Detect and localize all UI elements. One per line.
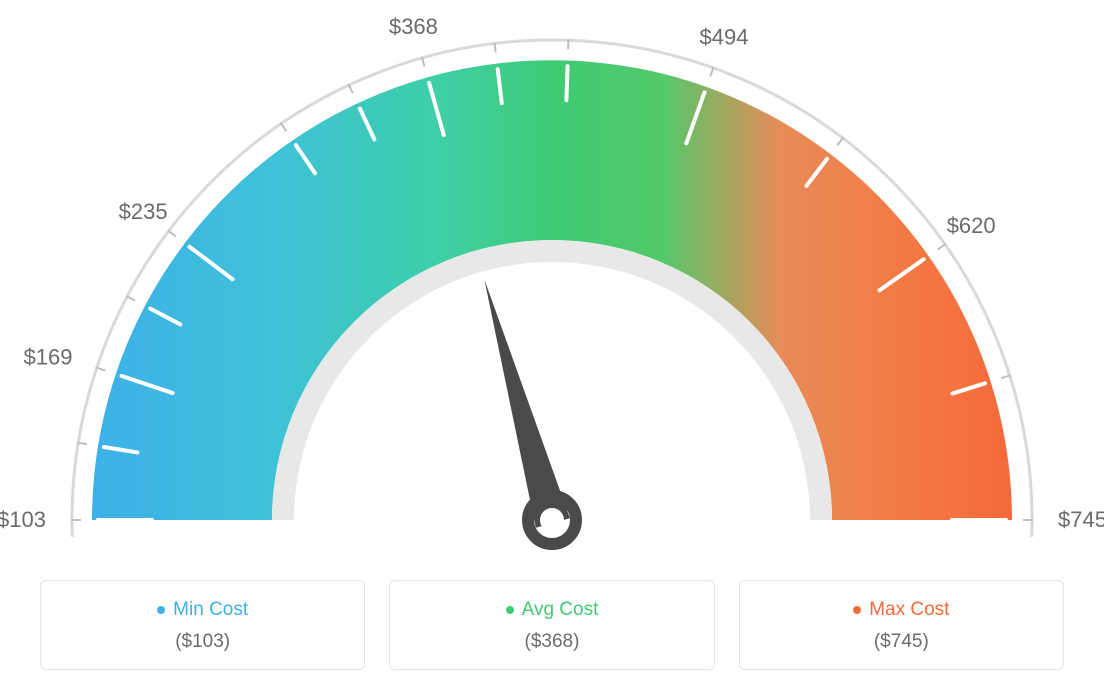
- legend-row: Min Cost ($103) Avg Cost ($368) Max Cost…: [40, 580, 1064, 670]
- legend-title-min: Min Cost: [157, 599, 248, 621]
- svg-text:$494: $494: [699, 25, 748, 50]
- svg-text:$368: $368: [389, 14, 438, 39]
- legend-card-avg: Avg Cost ($368): [389, 580, 714, 670]
- svg-text:$745: $745: [1058, 507, 1104, 532]
- legend-title-max: Max Cost: [853, 599, 949, 621]
- legend-label-avg: Avg Cost: [522, 599, 599, 621]
- legend-value-avg: ($368): [400, 631, 703, 653]
- gauge-svg: $103 $169 $235 $368 $494 $620 $745: [0, 0, 1104, 560]
- svg-text:$103: $103: [0, 507, 46, 532]
- legend-value-min: ($103): [51, 631, 354, 653]
- svg-text:$620: $620: [947, 213, 996, 238]
- legend-dot-avg: [506, 606, 514, 614]
- legend-card-max: Max Cost ($745): [739, 580, 1064, 670]
- legend-label-max: Max Cost: [869, 599, 949, 621]
- legend-value-max: ($745): [750, 631, 1053, 653]
- legend-title-avg: Avg Cost: [506, 599, 599, 621]
- legend-dot-min: [157, 606, 165, 614]
- svg-text:$235: $235: [119, 199, 168, 224]
- legend-dot-max: [853, 606, 861, 614]
- gauge-chart: $103 $169 $235 $368 $494 $620 $745: [0, 0, 1104, 560]
- legend-card-min: Min Cost ($103): [40, 580, 365, 670]
- legend-label-min: Min Cost: [173, 599, 248, 621]
- svg-text:$169: $169: [24, 345, 73, 370]
- cost-gauge-container: { "gauge": { "type": "gauge", "min_value…: [0, 0, 1104, 690]
